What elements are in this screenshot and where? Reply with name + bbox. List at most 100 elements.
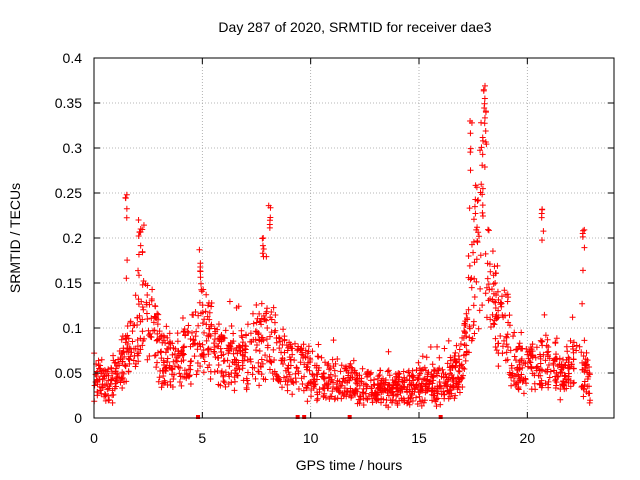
data-point (423, 354, 430, 361)
data-point (279, 384, 286, 391)
data-point (470, 216, 477, 223)
data-point (166, 330, 173, 337)
data-point (151, 327, 158, 334)
data-point (225, 342, 232, 349)
data-point (479, 185, 486, 192)
data-point (473, 256, 480, 263)
data-point (262, 316, 269, 323)
data-point (583, 349, 590, 356)
data-point (244, 321, 251, 328)
data-point (137, 242, 144, 249)
data-point (385, 348, 392, 355)
data-point (353, 376, 360, 383)
data-point (273, 371, 280, 378)
x-tick-label: 0 (90, 430, 98, 446)
data-point (158, 384, 165, 391)
tick-labels: 0 5 10 15 20 0 0.05 0.1 0.15 0.2 0.25 0.3 0.35 0.4 (55, 50, 536, 446)
data-point (552, 377, 559, 384)
data-point (264, 324, 271, 331)
data-point (578, 349, 585, 356)
data-point (237, 348, 244, 355)
data-point (546, 374, 553, 381)
data-point (154, 337, 161, 344)
data-point (570, 379, 577, 386)
data-point (280, 326, 287, 333)
data-point (560, 378, 567, 385)
data-point (258, 321, 265, 328)
data-point (357, 396, 364, 403)
data-point (386, 382, 393, 389)
data-point (108, 365, 115, 372)
data-point (125, 368, 132, 375)
data-point (271, 368, 278, 375)
data-point (160, 372, 167, 379)
data-point (404, 400, 411, 407)
data-point (542, 357, 549, 364)
data-point (523, 380, 530, 387)
data-point (497, 299, 504, 306)
data-point (211, 344, 218, 351)
data-point (342, 363, 349, 370)
data-point (140, 306, 147, 313)
data-point (310, 378, 317, 385)
data-point (380, 388, 387, 395)
data-point (470, 322, 477, 329)
data-point (467, 145, 474, 152)
data-point (579, 233, 586, 240)
data-point (481, 95, 488, 102)
data-point (183, 370, 190, 377)
data-point (299, 381, 306, 388)
data-point (471, 294, 478, 301)
data-point (422, 382, 429, 389)
data-point (187, 335, 194, 342)
data-point (476, 307, 483, 314)
y-tick-label: 0 (74, 410, 82, 426)
data-point (581, 378, 588, 385)
data-point (112, 383, 119, 390)
data-point (567, 383, 574, 390)
data-point (429, 361, 436, 368)
data-point (148, 296, 155, 303)
data-point (149, 286, 156, 293)
data-point (258, 300, 265, 307)
data-point (404, 389, 411, 396)
data-point (266, 333, 273, 340)
data-point (385, 381, 392, 388)
data-point (123, 378, 130, 385)
data-point (291, 340, 298, 347)
gridlines (94, 58, 614, 418)
data-point (423, 377, 430, 384)
data-point (220, 378, 227, 385)
data-point (303, 384, 310, 391)
data-point (278, 357, 285, 364)
data-point (320, 393, 327, 400)
data-point (528, 386, 535, 393)
data-point (389, 399, 396, 406)
data-point (351, 369, 358, 376)
data-point (238, 332, 245, 339)
data-point (352, 380, 359, 387)
data-point (140, 277, 147, 284)
data-point (486, 261, 493, 268)
data-point (124, 257, 131, 264)
data-point (383, 397, 390, 404)
data-point (555, 373, 562, 380)
data-point (240, 377, 247, 384)
data-point (390, 384, 397, 391)
data-point (263, 357, 270, 364)
data-point (508, 362, 515, 369)
data-point (556, 355, 563, 362)
data-point (418, 380, 425, 387)
data-point (566, 355, 573, 362)
data-point (203, 291, 210, 298)
data-point (542, 332, 549, 339)
data-point (483, 314, 490, 321)
data-point (465, 349, 472, 356)
data-point (485, 226, 492, 233)
data-point (231, 387, 238, 394)
data-point (494, 340, 501, 347)
data-point (247, 358, 254, 365)
data-point (580, 393, 587, 400)
data-point (260, 245, 267, 252)
data-point (171, 351, 178, 358)
